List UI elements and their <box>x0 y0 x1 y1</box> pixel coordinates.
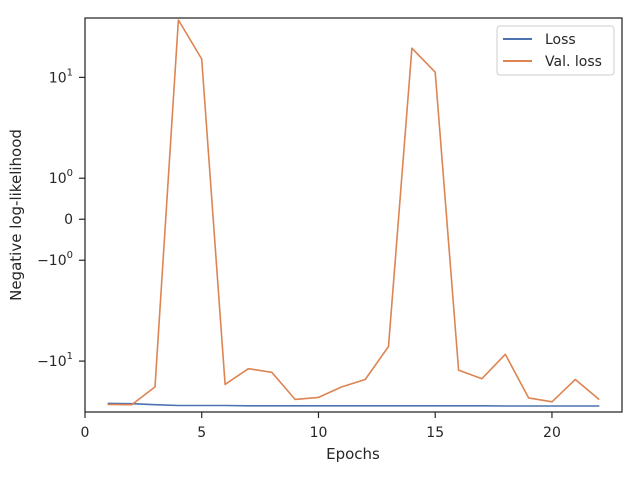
series-line-0 <box>107 402 600 407</box>
series-lines <box>107 19 600 407</box>
x-tick-label: 10 <box>310 425 328 441</box>
legend-label-1: Val. loss <box>545 54 602 70</box>
y-axis-label: Negative log-likelihood <box>7 129 25 301</box>
legend-label-0: Loss <box>545 32 576 48</box>
y-tick-label: 0 <box>64 212 73 228</box>
legend: Loss Val. loss <box>496 25 615 76</box>
y-tick-label: −101 <box>37 351 73 370</box>
x-tick-label: 15 <box>426 425 444 441</box>
series-line-1 <box>107 19 600 406</box>
x-tick-label: 20 <box>543 425 561 441</box>
y-tick-label: 100 <box>49 168 73 187</box>
y-tick-label: 101 <box>49 67 73 86</box>
x-tick-label: 0 <box>81 425 90 441</box>
x-axis-ticks: 0 5 10 15 20 <box>81 412 561 441</box>
x-tick-label: 5 <box>197 425 206 441</box>
y-tick-label: −100 <box>37 250 73 269</box>
plot-area-frame <box>84 17 623 413</box>
x-axis-label: Epochs <box>326 445 380 463</box>
y-axis-ticks: −101 −100 0 100 101 <box>37 67 85 370</box>
